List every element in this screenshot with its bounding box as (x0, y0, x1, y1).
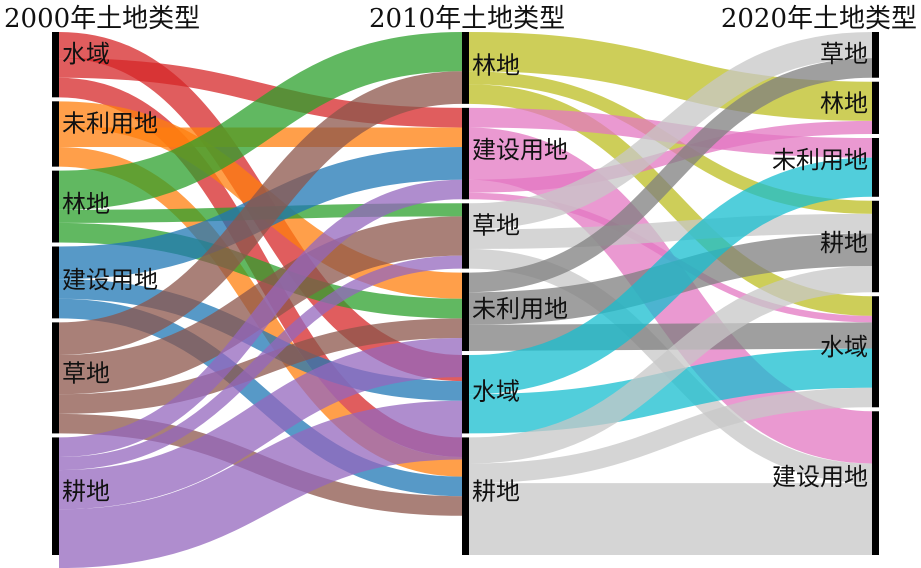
column-title-2010: 2010年土地类型 (369, 4, 565, 34)
node-label-2-3: 耕地 (820, 229, 868, 257)
node-bar-1-2 (462, 203, 469, 269)
flow-link-0-16 (58, 179, 463, 458)
node-label-0-2: 林地 (62, 190, 110, 218)
flow-link-0-18 (58, 337, 463, 510)
node-label-0-5: 耕地 (62, 477, 110, 505)
node-label-0-4: 草地 (62, 359, 110, 387)
links-layer (58, 31, 873, 568)
flow-link-1-33 (468, 157, 873, 395)
labels-layer: 水域未利用地林地建设用地草地耕地林地建设用地草地未利用地水域耕地草地林地未利用地… (62, 40, 868, 505)
node-label-2-4: 水域 (820, 333, 868, 361)
node-bar-1-1 (462, 107, 469, 200)
flow-link-0-8 (58, 222, 463, 319)
node-label-1-3: 未利用地 (472, 295, 568, 323)
flow-link-0-19 (58, 400, 463, 568)
node-bar-0-2 (52, 170, 59, 243)
node-bar-1-0 (462, 32, 469, 104)
node-label-2-1: 林地 (820, 90, 868, 118)
node-bar-0-1 (52, 101, 59, 167)
node-bar-2-1 (872, 81, 879, 134)
column-title-2000: 2000年土地类型 (4, 4, 200, 34)
flow-link-0-17 (58, 255, 463, 471)
node-label-1-1: 建设用地 (472, 136, 568, 164)
flow-link-1-27 (468, 31, 873, 230)
node-label-0-1: 未利用地 (62, 109, 158, 137)
node-label-2-0: 草地 (820, 40, 868, 68)
node-bar-2-5 (872, 411, 879, 555)
node-bar-1-5 (462, 437, 469, 555)
node-bar-2-3 (872, 200, 879, 293)
column-titles: 2000年土地类型 2010年土地类型 2020年土地类型 (4, 4, 917, 34)
node-label-1-5: 耕地 (472, 477, 520, 505)
flow-link-1-35 (468, 266, 873, 464)
node-bar-2-4 (872, 296, 879, 408)
node-bar-2-2 (872, 137, 879, 197)
nodes-layer (52, 32, 879, 555)
flow-link-0-6 (58, 32, 463, 210)
flow-link-1-30 (468, 58, 873, 293)
node-bar-1-3 (462, 272, 469, 352)
node-label-2-2: 未利用地 (772, 146, 868, 174)
flow-link-0-10 (58, 279, 463, 401)
node-label-1-0: 林地 (472, 51, 520, 79)
flow-link-1-28 (468, 213, 873, 250)
flow-link-1-20 (468, 32, 873, 121)
flow-link-1-25 (468, 120, 873, 193)
node-label-1-2: 草地 (472, 211, 520, 239)
node-bar-0-4 (52, 322, 59, 434)
node-label-0-3: 建设用地 (62, 266, 158, 294)
flow-link-0-12 (58, 71, 463, 356)
flow-link-1-36 (468, 387, 873, 484)
flow-link-1-34 (468, 348, 873, 434)
node-bar-2-0 (872, 32, 879, 78)
node-bar-1-4 (462, 355, 469, 434)
node-bar-0-3 (52, 246, 59, 319)
node-bar-0-0 (52, 32, 59, 98)
node-label-2-5: 建设用地 (772, 463, 868, 491)
node-bar-0-5 (52, 437, 59, 555)
column-title-2020: 2020年土地类型 (721, 4, 917, 34)
node-label-1-4: 水域 (472, 377, 520, 405)
flow-link-1-32 (468, 322, 873, 352)
node-label-0-0: 水域 (62, 40, 110, 68)
